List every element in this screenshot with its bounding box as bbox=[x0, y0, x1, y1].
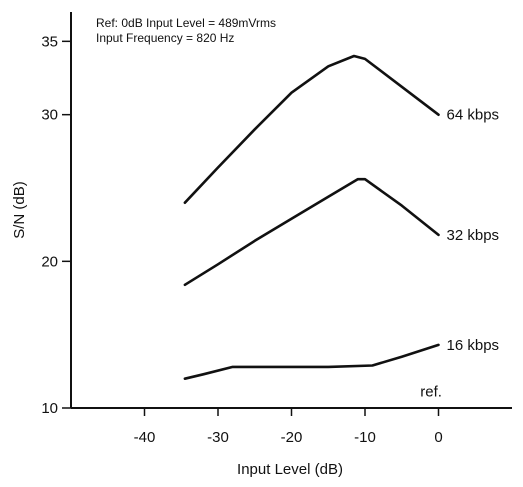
series-line-64-kbps bbox=[183, 54, 440, 204]
x-axis-title: Input Level (dB) bbox=[237, 461, 343, 478]
y-ticks: 10 20 30 35 bbox=[41, 33, 71, 417]
annotation-ref: ref. bbox=[420, 383, 442, 400]
series-lines bbox=[183, 54, 440, 380]
x-tick-label-30: -30 bbox=[207, 429, 229, 446]
x-tick-label-10: -10 bbox=[354, 429, 376, 446]
series-label-16-kbps: 16 kbps bbox=[447, 337, 500, 354]
reference-notes: Ref: 0dB Input Level = 489mVrms Input Fr… bbox=[96, 16, 276, 45]
series-line-32-kbps bbox=[183, 177, 440, 287]
x-tick-label-0: 0 bbox=[434, 429, 442, 446]
series-label-32-kbps: 32 kbps bbox=[447, 227, 500, 244]
y-tick-label-30: 30 bbox=[41, 107, 58, 124]
y-tick-label-35: 35 bbox=[41, 33, 58, 50]
note-reference-level: Ref: 0dB Input Level = 489mVrms bbox=[96, 16, 276, 30]
series-labels: 64 kbps 32 kbps 16 kbps bbox=[447, 107, 500, 354]
y-tick-label-20: 20 bbox=[41, 253, 58, 270]
x-ticks: -40 -30 -20 -10 0 bbox=[134, 408, 443, 446]
y-tick-label-10: 10 bbox=[41, 400, 58, 417]
y-axis-title: S/N (dB) bbox=[11, 181, 28, 239]
note-input-frequency: Input Frequency = 820 Hz bbox=[96, 31, 234, 45]
annotations: ref. bbox=[420, 383, 442, 400]
x-tick-label-20: -20 bbox=[281, 429, 303, 446]
x-tick-label-40: -40 bbox=[134, 429, 156, 446]
series-label-64-kbps: 64 kbps bbox=[447, 107, 500, 124]
series-line-16-kbps bbox=[183, 343, 440, 380]
